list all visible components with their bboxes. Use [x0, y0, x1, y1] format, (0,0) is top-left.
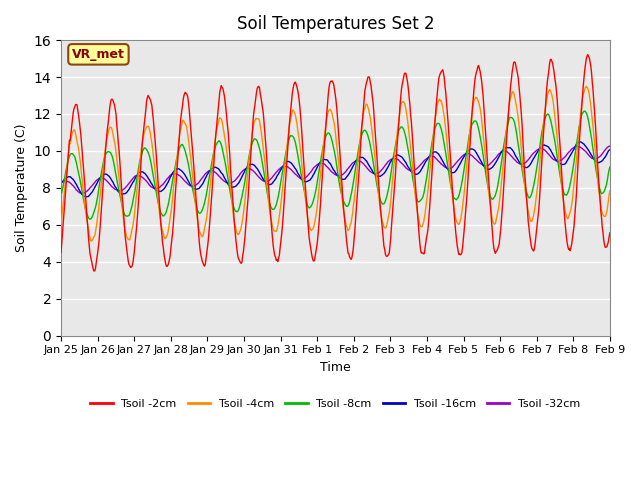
Text: VR_met: VR_met [72, 48, 125, 61]
Y-axis label: Soil Temperature (C): Soil Temperature (C) [15, 124, 28, 252]
X-axis label: Time: Time [320, 361, 351, 374]
Legend: Tsoil -2cm, Tsoil -4cm, Tsoil -8cm, Tsoil -16cm, Tsoil -32cm: Tsoil -2cm, Tsoil -4cm, Tsoil -8cm, Tsoi… [86, 395, 585, 413]
Title: Soil Temperatures Set 2: Soil Temperatures Set 2 [237, 15, 435, 33]
